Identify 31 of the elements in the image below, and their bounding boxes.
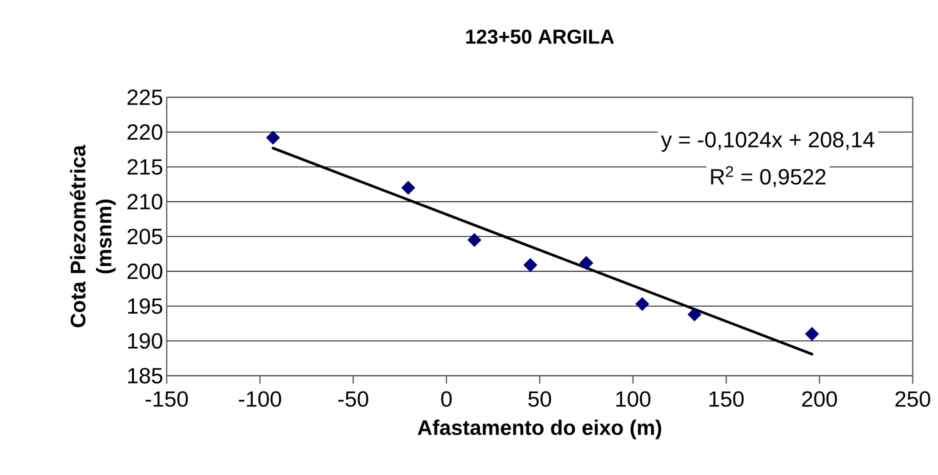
x-tick-label: 100 xyxy=(616,391,650,407)
y-tick-label: 205 xyxy=(128,228,162,244)
y-axis-title: Cota Piezométrica (msnm) xyxy=(70,144,116,328)
point xyxy=(579,256,594,270)
point xyxy=(523,258,538,272)
x-tick-label: 200 xyxy=(802,391,837,407)
point xyxy=(805,326,819,341)
x-tick-label: 0 xyxy=(441,391,452,407)
x-tick-label: 150 xyxy=(710,391,744,407)
x-axis-title: Afastamento do eixo (m) xyxy=(418,420,662,440)
point xyxy=(635,297,650,311)
point xyxy=(688,307,702,322)
x-tick-label: -100 xyxy=(238,391,282,407)
x-tick-label: 250 xyxy=(895,391,930,407)
x-tick-label: -150 xyxy=(146,391,188,407)
y-tick-label: 220 xyxy=(128,124,162,140)
annotation: y = -0,1024x + 208,14 xyxy=(661,132,874,152)
point xyxy=(266,130,280,145)
point xyxy=(401,180,416,195)
y-tick-label: 185 xyxy=(128,368,162,384)
y-tick-label: 225 xyxy=(128,90,162,106)
y-tick-label: 200 xyxy=(128,264,162,280)
point xyxy=(467,232,482,247)
annotation: R$^{2}$ = 0,9522 xyxy=(711,166,826,188)
x-tick-label: 50 xyxy=(528,391,552,407)
y-tick-label: 215 xyxy=(128,159,162,175)
chart-title: 123+50 ARGILA xyxy=(466,30,614,44)
y-tick-label: 190 xyxy=(128,333,162,349)
y-tick-label: 195 xyxy=(128,298,162,314)
x-tick-label: -50 xyxy=(338,391,368,407)
y-tick-label: 210 xyxy=(128,194,162,210)
